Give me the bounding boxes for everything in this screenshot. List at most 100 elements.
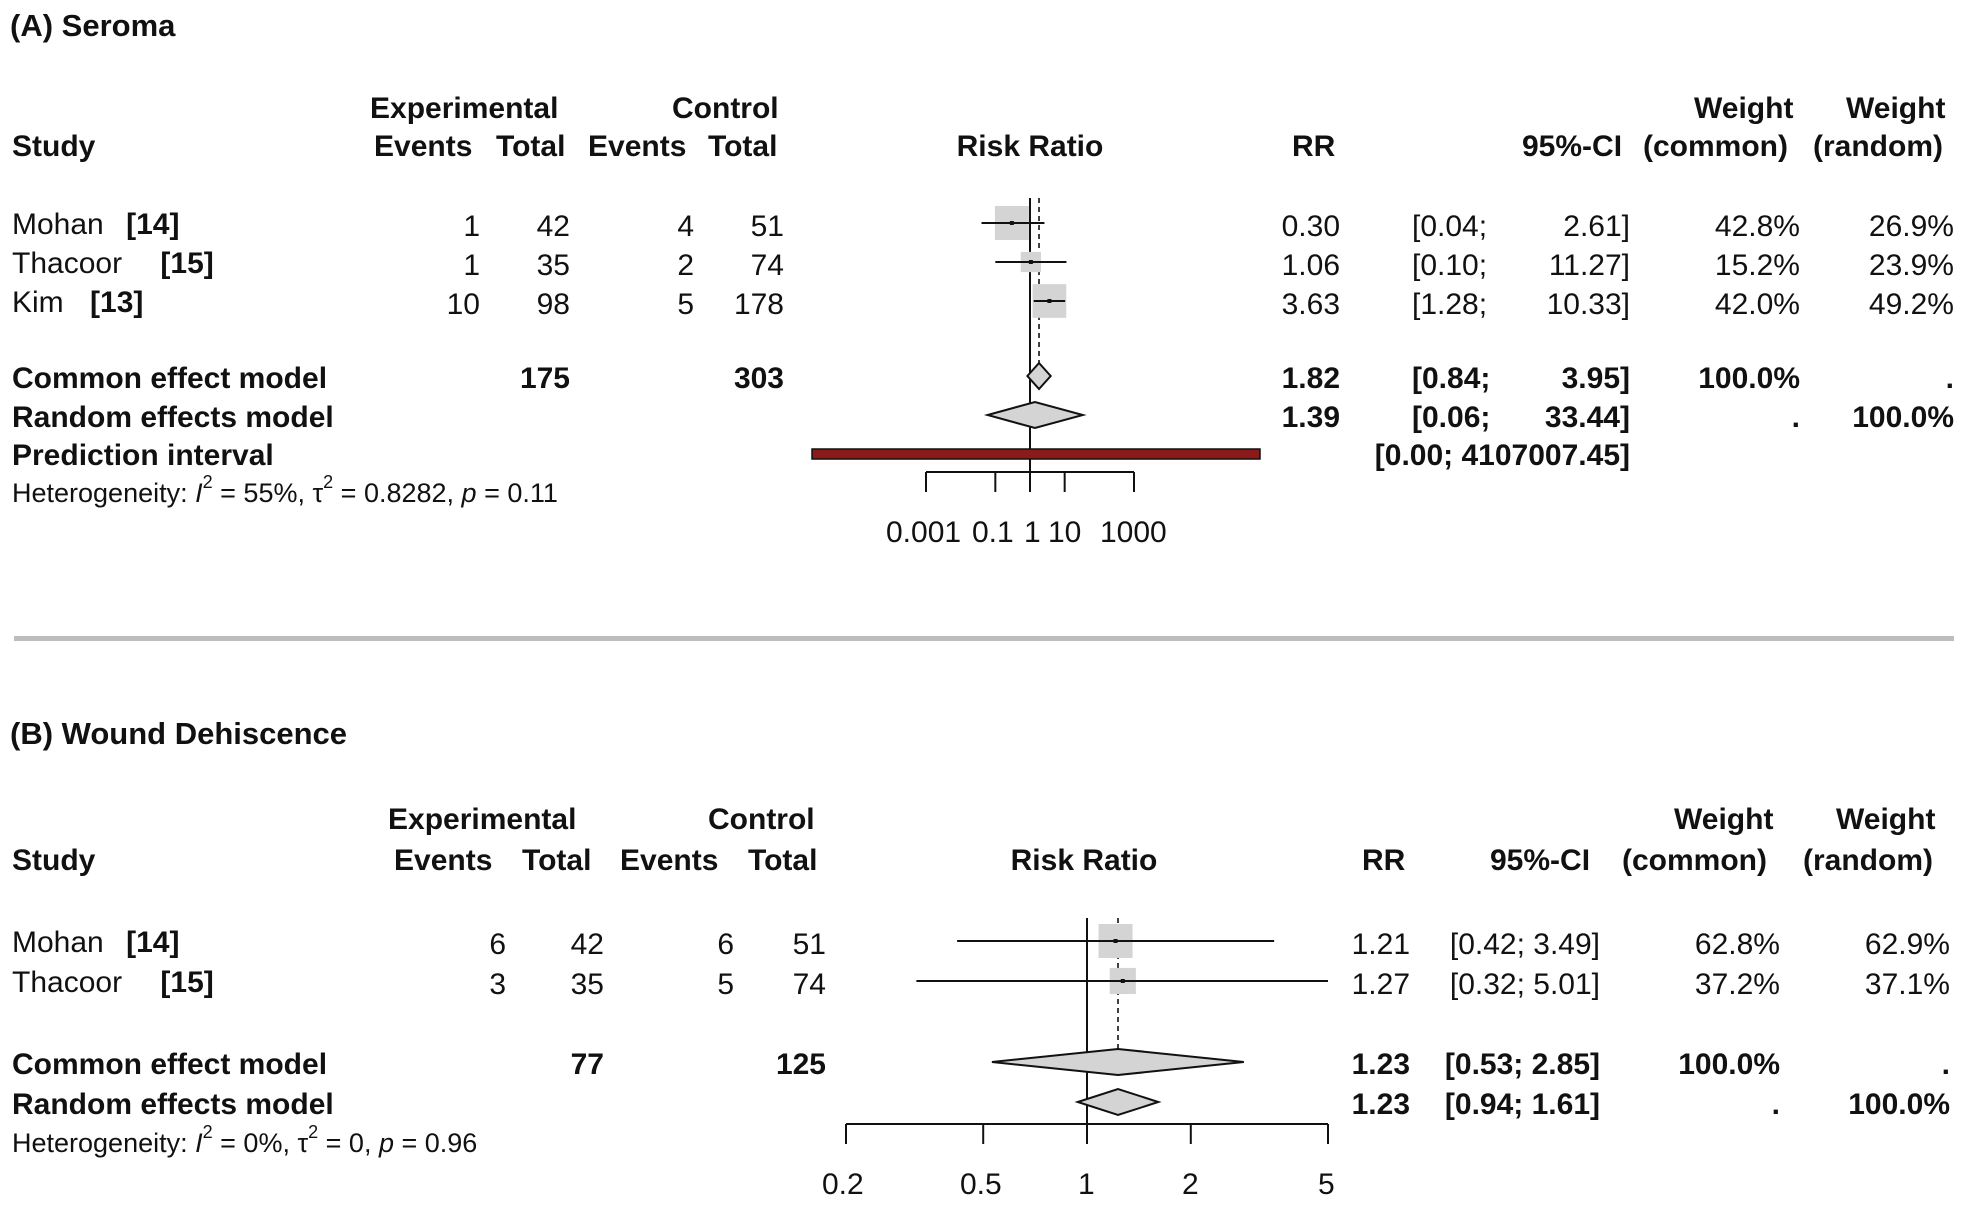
- prediction-ci: [0.00; 4107007.45]: [1374, 439, 1630, 472]
- study-name: Kim: [12, 286, 64, 319]
- study-name: Thacoor: [12, 966, 123, 999]
- ctl-total: 51: [750, 210, 784, 243]
- exp-events: 3: [489, 968, 506, 1001]
- panel-b-tick-label-4: 5: [1318, 1168, 1335, 1201]
- weight-common: 62.8%: [1694, 928, 1780, 961]
- panel-a-study-point-1: [1028, 260, 1033, 264]
- random-ci-low: [0.06;: [1412, 401, 1491, 434]
- exp-total: 98: [536, 288, 570, 321]
- weight-random: 37.1%: [1864, 968, 1950, 1001]
- panel-a-tick-label-0: 0.001: [886, 516, 962, 549]
- random-ci: [0.94; 1.61]: [1444, 1088, 1600, 1121]
- common-ci-high: 3.95]: [1561, 362, 1630, 395]
- panel-b-heterogeneity: Heterogeneity: I2 = 0%, τ2 = 0, p = 0.96: [12, 1122, 478, 1158]
- exp-events: 6: [489, 928, 506, 961]
- exp-events: 1: [463, 249, 480, 282]
- panel-a-random-diamond: [983, 400, 1087, 430]
- ctl-total: 178: [733, 288, 784, 321]
- random-weight-random: 100.0%: [1848, 1088, 1950, 1121]
- ci-low: [0.10;: [1412, 249, 1488, 282]
- rr-value: 1.21: [1351, 928, 1410, 961]
- panel-a-header-rr: RR: [1292, 130, 1336, 163]
- ctl-events: 6: [717, 928, 734, 961]
- panel-b-header-weight-common: Weight: [1674, 803, 1774, 836]
- exp-total: 35: [570, 968, 604, 1001]
- common-ctl-total: 303: [733, 362, 784, 395]
- common-rr: 1.23: [1351, 1048, 1410, 1081]
- exp-events: 1: [463, 210, 480, 243]
- weight-random: 49.2%: [1868, 288, 1954, 321]
- panel-a-tick-label-2: 1: [1024, 516, 1041, 549]
- panel-separator: [14, 636, 1954, 641]
- panel-b-title: (B) Wound Dehiscence: [10, 716, 348, 751]
- weight-random: 23.9%: [1868, 249, 1954, 282]
- panel-b-study-point-0: [1113, 939, 1118, 943]
- panel-b-header-exp-events: Events: [394, 844, 493, 877]
- common-weight-common: 100.0%: [1678, 1048, 1780, 1081]
- common-label: Common effect model: [12, 362, 328, 395]
- panel-b-study-point-1: [1120, 979, 1125, 983]
- study-ref: [15]: [160, 247, 214, 280]
- weight-common: 15.2%: [1714, 249, 1800, 282]
- weight-random: 26.9%: [1868, 210, 1954, 243]
- ctl-total: 74: [792, 968, 826, 1001]
- study-name: Mohan: [12, 926, 104, 959]
- panel-b-tick-label-1: 0.5: [960, 1168, 1002, 1201]
- ctl-events: 5: [717, 968, 734, 1001]
- panel-a-header-ctl-total: Total: [708, 130, 778, 163]
- panel-b-header-exp-total: Total: [522, 844, 592, 877]
- random-rr: 1.39: [1281, 401, 1340, 434]
- prediction-label: Prediction interval: [12, 439, 274, 472]
- panel-a-tick-label-1: 0.1: [972, 516, 1014, 549]
- common-ci: [0.53; 2.85]: [1444, 1048, 1600, 1081]
- panel-a-header-weight-random: Weight: [1846, 92, 1946, 125]
- weight-common: 42.0%: [1714, 288, 1800, 321]
- panel-a-prediction-bar: [811, 448, 1261, 460]
- weight-common: 42.8%: [1714, 210, 1800, 243]
- panel-a-heterogeneity: Heterogeneity: I2 = 55%, τ2 = 0.8282, p …: [12, 472, 558, 508]
- study-name: Mohan: [12, 208, 104, 241]
- common-label: Common effect model: [12, 1048, 328, 1081]
- panel-a-header-risk-ratio: Risk Ratio: [956, 130, 1104, 163]
- panel-a-header-control: Control: [672, 92, 779, 125]
- common-ctl-total: 125: [775, 1048, 826, 1081]
- panel-b-header-common: (common): [1622, 844, 1767, 877]
- panel-b-common-diamond: [991, 1047, 1244, 1077]
- random-weight-common: .: [1771, 1088, 1780, 1121]
- panel-a-header-weight-common: Weight: [1694, 92, 1794, 125]
- panel-a-study-point-2: [1047, 299, 1052, 303]
- panel-a-common-diamond: [1026, 361, 1053, 391]
- common-weight-common: 100.0%: [1698, 362, 1800, 395]
- panel-a-title: (A) Seroma: [10, 8, 176, 43]
- ci-high: 10.33]: [1546, 288, 1630, 321]
- panel-b-header-ctl-total: Total: [748, 844, 818, 877]
- rr-value: 0.30: [1281, 210, 1340, 243]
- ctl-events: 5: [677, 288, 694, 321]
- panel-a-tick-label-3: 10: [1048, 516, 1082, 549]
- exp-total: 42: [570, 928, 604, 961]
- panel-a-header-common: (common): [1643, 130, 1788, 163]
- weight-common: 37.2%: [1694, 968, 1780, 1001]
- panel-a-header-exp-events: Events: [374, 130, 473, 163]
- panel-b-header-study: Study: [12, 844, 96, 877]
- panel-b-header-rr: RR: [1362, 844, 1406, 877]
- exp-events: 10: [446, 288, 480, 321]
- common-rr: 1.82: [1281, 362, 1340, 395]
- ci-high: 11.27]: [1548, 249, 1630, 282]
- ci: [0.42; 3.49]: [1449, 928, 1600, 961]
- weight-random: 62.9%: [1864, 928, 1950, 961]
- panel-b-header-risk-ratio: Risk Ratio: [1010, 844, 1158, 877]
- study-ref: [14]: [126, 208, 180, 241]
- panel-b-tick-label-3: 2: [1182, 1168, 1199, 1201]
- random-weight-random: 100.0%: [1852, 401, 1954, 434]
- panel-a-study-point-0: [1009, 221, 1014, 225]
- rr-value: 3.63: [1281, 288, 1340, 321]
- study-ref: [14]: [126, 926, 180, 959]
- random-label: Random effects model: [12, 401, 334, 434]
- panel-b-tick-label-0: 0.2: [822, 1168, 864, 1201]
- random-ci-high: 33.44]: [1544, 401, 1630, 434]
- panel-a-header-ci: 95%-CI: [1522, 130, 1623, 163]
- ctl-total: 74: [750, 249, 784, 282]
- panel-a-tick-label-4: 1000: [1100, 516, 1167, 549]
